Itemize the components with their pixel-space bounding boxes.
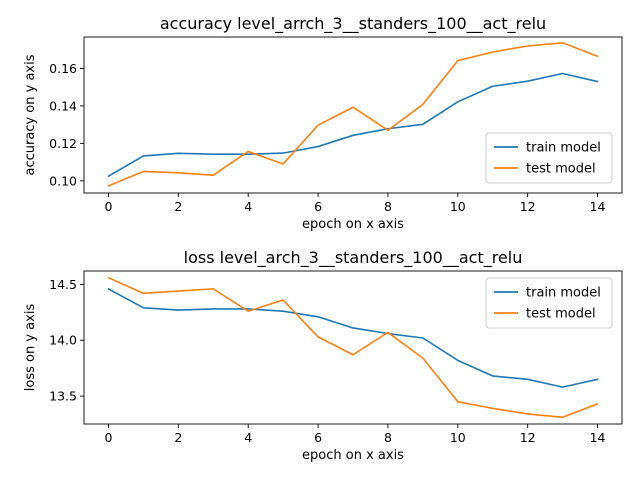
series-line-test xyxy=(107,42,599,187)
y-tick-label: 0.14 xyxy=(49,98,77,113)
x-tick-label: 10 xyxy=(450,199,466,214)
y-tick-label: 14.5 xyxy=(49,277,77,292)
series-line-test xyxy=(107,276,599,419)
x-tick-label: 6 xyxy=(314,199,322,214)
y-tick-label: 0.10 xyxy=(49,173,77,188)
x-tick-label: 10 xyxy=(450,430,466,445)
legend-label: test model xyxy=(526,162,596,177)
chart-1: accuracy level_arrch_3__standers_100__ac… xyxy=(23,14,623,232)
x-tick-label: 14 xyxy=(590,430,606,445)
y-tick-label: 14.0 xyxy=(49,333,77,348)
y-axis-label: accuracy on y axis xyxy=(23,54,38,175)
series-line-train xyxy=(107,288,599,388)
x-tick-label: 4 xyxy=(244,430,252,445)
legend: train model test model xyxy=(485,277,613,329)
legend-box xyxy=(485,277,613,329)
x-tick-label: 6 xyxy=(314,430,322,445)
x-tick-label: 14 xyxy=(590,199,606,214)
y-tick-label: 0.16 xyxy=(49,61,77,76)
x-tick-label: 12 xyxy=(520,430,536,445)
legend-box xyxy=(485,132,613,184)
x-axis-label: epoch on x axis xyxy=(302,448,404,463)
legend: train model test model xyxy=(485,132,613,184)
x-tick-label: 12 xyxy=(520,199,536,214)
x-tick-label: 0 xyxy=(104,430,112,445)
chart-title: loss level_arch_3__standers_100__act_rel… xyxy=(184,248,523,268)
plot-frame xyxy=(83,270,623,425)
x-tick-label: 8 xyxy=(384,430,392,445)
y-axis-label: loss on y axis xyxy=(23,304,38,392)
plot-frame xyxy=(83,36,623,194)
legend-label: train model xyxy=(526,141,601,156)
x-axis-label: epoch on x axis xyxy=(302,217,404,232)
x-tick-label: 2 xyxy=(174,430,182,445)
x-tick-label: 4 xyxy=(244,199,252,214)
y-tick-label: 0.12 xyxy=(49,136,77,151)
x-tick-label: 8 xyxy=(384,199,392,214)
chart-title: accuracy level_arrch_3__standers_100__ac… xyxy=(160,14,546,34)
legend-label: test model xyxy=(526,307,596,322)
legend-label: train model xyxy=(526,286,601,301)
x-tick-label: 0 xyxy=(104,199,112,214)
chart-2: loss level_arch_3__standers_100__act_rel… xyxy=(23,248,623,463)
series-line-train xyxy=(107,72,599,177)
y-tick-label: 13.5 xyxy=(49,389,77,404)
x-tick-label: 2 xyxy=(174,199,182,214)
